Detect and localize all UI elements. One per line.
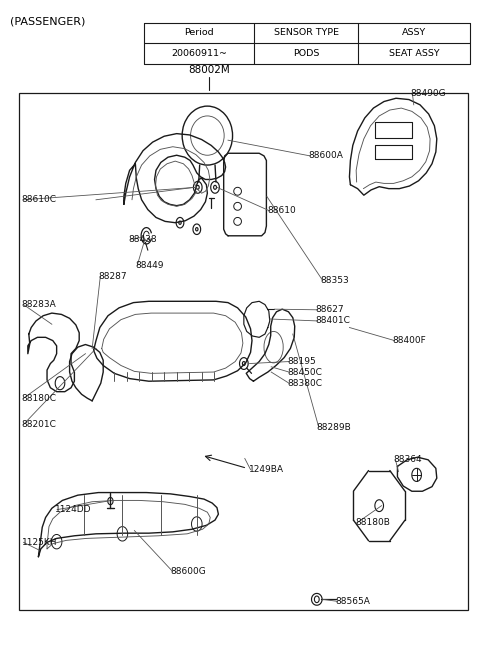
- Text: 88438: 88438: [129, 234, 157, 244]
- Text: 20060911~: 20060911~: [171, 48, 227, 58]
- Text: 88180B: 88180B: [355, 518, 390, 527]
- Text: 88600G: 88600G: [170, 567, 206, 576]
- Text: 88201C: 88201C: [22, 420, 57, 429]
- Text: Period: Period: [184, 28, 214, 37]
- Text: SEAT ASSY: SEAT ASSY: [389, 48, 439, 58]
- Bar: [19, 93, 468, 610]
- Text: 88180C: 88180C: [22, 394, 57, 403]
- Text: ASSY: ASSY: [402, 28, 426, 37]
- Text: 88364: 88364: [394, 455, 422, 464]
- Text: 88283A: 88283A: [22, 300, 56, 309]
- Text: 88449: 88449: [135, 261, 164, 270]
- Text: 1249BA: 1249BA: [249, 465, 284, 474]
- Text: 88610C: 88610C: [22, 195, 57, 204]
- Text: 88565A: 88565A: [335, 597, 370, 606]
- Text: 88600A: 88600A: [308, 151, 343, 160]
- Text: 88627: 88627: [316, 305, 345, 314]
- Text: 88380C: 88380C: [287, 379, 322, 388]
- Text: 1124DD: 1124DD: [55, 505, 92, 514]
- Text: 88610: 88610: [268, 206, 297, 215]
- Text: 88400F: 88400F: [393, 336, 426, 345]
- Text: 88195: 88195: [287, 357, 316, 366]
- Text: 88002M: 88002M: [188, 65, 229, 75]
- Text: SENSOR TYPE: SENSOR TYPE: [274, 28, 338, 37]
- Text: 88289B: 88289B: [317, 422, 351, 432]
- Text: 88401C: 88401C: [316, 316, 351, 326]
- Text: PODS: PODS: [293, 48, 319, 58]
- Text: 1125KH: 1125KH: [22, 538, 57, 547]
- Text: 88353: 88353: [321, 276, 349, 285]
- Text: (PASSENGER): (PASSENGER): [10, 16, 85, 26]
- Text: 88450C: 88450C: [287, 367, 322, 377]
- Text: 88490G: 88490G: [410, 88, 446, 98]
- Text: 88287: 88287: [98, 272, 127, 281]
